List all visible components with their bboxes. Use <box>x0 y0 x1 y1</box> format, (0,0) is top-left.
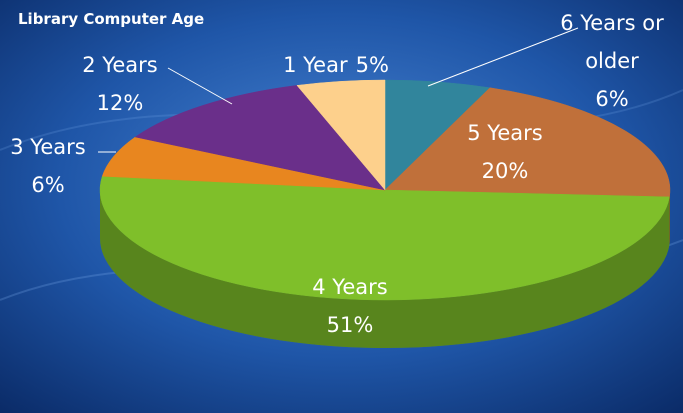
slice-label-box: 3 Years 6% <box>0 128 98 204</box>
leader-line <box>167 67 233 105</box>
value-label: 51% <box>326 313 374 337</box>
value-label: 5% <box>355 53 389 77</box>
slice-label: 1 Year 5% <box>266 46 406 84</box>
value-label: 12% <box>96 91 144 115</box>
slice-label: 4 Years 51% <box>280 268 420 344</box>
slice <box>296 79 386 191</box>
category-label: 4 Years <box>312 275 388 299</box>
slice-side-shade <box>100 190 670 348</box>
chart-title: Library Computer Age <box>18 10 204 28</box>
category-label: 2 Years <box>82 53 158 77</box>
leader-line <box>427 27 579 87</box>
value-label: 6% <box>595 87 629 111</box>
slice-label: 5 Years 20% <box>445 114 565 190</box>
slice-label: 2 Years 12% <box>60 46 180 122</box>
slice-label: 6 Years or older 6% <box>546 4 678 118</box>
slice-side <box>669 190 671 245</box>
slice-label-box: 5 Years 20% <box>445 114 565 190</box>
value-label: 20% <box>481 159 529 183</box>
slice-side <box>100 190 670 348</box>
slice-label-box: 1 Year 5% <box>266 46 406 84</box>
slice <box>384 87 671 198</box>
slice <box>134 85 386 191</box>
category-label: 6 Years or older <box>560 11 664 73</box>
slice-label-box: 6 Years or older 6% <box>546 4 678 118</box>
category-label: 1 Year <box>283 53 348 77</box>
slice <box>99 175 670 301</box>
slice-side-shade <box>669 190 671 245</box>
category-label: 3 Years <box>10 135 86 159</box>
slice-label: 3 Years 6% <box>0 128 98 204</box>
category-label: 5 Years <box>467 121 543 145</box>
slice-label-box: 4 Years 51% <box>280 268 420 344</box>
slice-label-box: 2 Years 12% <box>60 46 180 122</box>
value-label: 6% <box>31 173 65 197</box>
